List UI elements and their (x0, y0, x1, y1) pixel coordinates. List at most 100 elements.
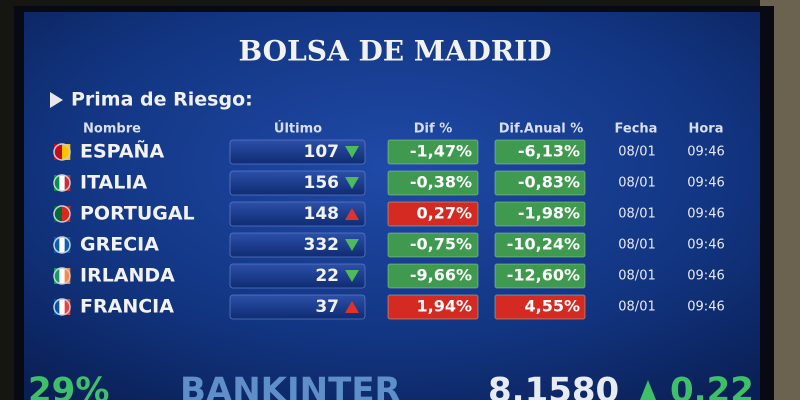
country-name: FRANCIA (80, 296, 174, 318)
dif-value: 1,94% (416, 297, 472, 316)
flag-stripe (64, 237, 71, 253)
annual-value: -10,24% (507, 235, 580, 254)
annual-value: -12,60% (507, 266, 580, 285)
date: 08/01 (618, 145, 655, 160)
arrow-down (345, 177, 359, 189)
flag-stripe (54, 237, 60, 253)
flag-ring (53, 267, 71, 285)
flag-stripe (59, 299, 65, 315)
date: 08/01 (618, 269, 655, 284)
column-header: Hora (689, 122, 724, 137)
annual-cell (494, 201, 586, 227)
time: 09:46 (687, 176, 724, 191)
last-value: 22 (315, 266, 339, 286)
flag (53, 205, 71, 223)
flag-ring (53, 236, 71, 254)
flag-stripe (59, 237, 65, 253)
time: 09:46 (687, 207, 724, 222)
last-value: 37 (315, 297, 339, 317)
flag-stripe (54, 206, 63, 222)
country-name: IRLANDA (80, 265, 175, 287)
column-header: Nombre (83, 122, 141, 137)
dif-cell (387, 294, 479, 320)
flag-stripe (64, 299, 71, 315)
country-name: GRECIA (80, 234, 159, 256)
country-name: ITALIA (80, 172, 147, 194)
ticker-item: 0,22 (670, 371, 754, 400)
flag-stripe (59, 175, 65, 191)
ticker-item: BANKINTER (180, 371, 401, 400)
date: 08/01 (618, 176, 655, 191)
title: BOLSA DE MADRID (239, 35, 552, 68)
annual-cell (494, 139, 586, 165)
bullet (50, 92, 63, 108)
flag (53, 143, 71, 161)
last-value: 148 (304, 204, 340, 224)
country-name: PORTUGAL (80, 203, 195, 225)
dif-value: -0,75% (410, 235, 472, 254)
annual-cell (494, 170, 586, 196)
flag-ring (53, 298, 71, 316)
dif-value: -1,47% (410, 142, 472, 161)
dif-value: -9,66% (410, 266, 472, 285)
table: Nombre Último Dif % Dif.Anual % Fecha Hora ESP… (53, 121, 725, 320)
flag-stripe (59, 268, 65, 284)
country-name: ESPAÑA (80, 139, 164, 163)
annual-value: -6,13% (518, 142, 580, 161)
flag (53, 236, 71, 254)
time: 09:46 (687, 145, 724, 160)
last-value: 107 (304, 142, 340, 162)
dif-cell (387, 170, 479, 196)
subtitle: Prima de Riesgo: (71, 89, 253, 111)
dif-cell (387, 263, 479, 289)
time: 09:46 (687, 269, 724, 284)
flag-ring (53, 143, 71, 161)
flag-ring (53, 205, 71, 223)
arrow-down (345, 270, 359, 282)
flag (53, 174, 71, 192)
ticker-item: 8,1580 (488, 371, 619, 400)
ticker: 29% BANKINTER 8,1580 0,22 (28, 371, 754, 400)
arrow-up (345, 208, 359, 220)
column-header: Dif.Anual % (499, 122, 583, 137)
value-cell (229, 170, 366, 196)
last-value: 156 (304, 173, 340, 193)
annual-value: -1,98% (518, 204, 580, 223)
value-cell (229, 263, 366, 289)
flag-stripe (62, 206, 71, 222)
dif-value: -0,38% (410, 173, 472, 192)
dif-cell (387, 232, 479, 258)
date: 08/01 (618, 238, 655, 253)
flag-stripe (62, 144, 71, 160)
flag-ring (53, 174, 71, 192)
value-cell (229, 232, 366, 258)
flag-stripe (54, 175, 60, 191)
annual-cell (494, 294, 586, 320)
time: 09:46 (687, 238, 724, 253)
last-value: 332 (304, 235, 340, 255)
flag (53, 298, 71, 316)
column-header: Dif % (414, 122, 452, 137)
date: 08/01 (618, 300, 655, 315)
annual-cell (494, 232, 586, 258)
annual-value: -0,83% (518, 173, 580, 192)
value-cell (229, 201, 366, 227)
flag-stripe (64, 268, 71, 284)
ticker-arrow (640, 380, 656, 400)
time: 09:46 (687, 300, 724, 315)
arrow-down (345, 146, 359, 158)
dif-cell (387, 139, 479, 165)
flag-stripe (64, 175, 71, 191)
date: 08/01 (618, 207, 655, 222)
arrow-up (345, 301, 359, 313)
dif-cell (387, 201, 479, 227)
flag-stripe (54, 268, 60, 284)
flag-stripe (54, 299, 60, 315)
arrow-down (345, 239, 359, 251)
ticker-item: 29% (28, 371, 109, 400)
annual-cell (494, 263, 586, 289)
flag (53, 267, 71, 285)
dif-value: 0,27% (416, 204, 472, 223)
annual-value: 4,55% (524, 297, 580, 316)
